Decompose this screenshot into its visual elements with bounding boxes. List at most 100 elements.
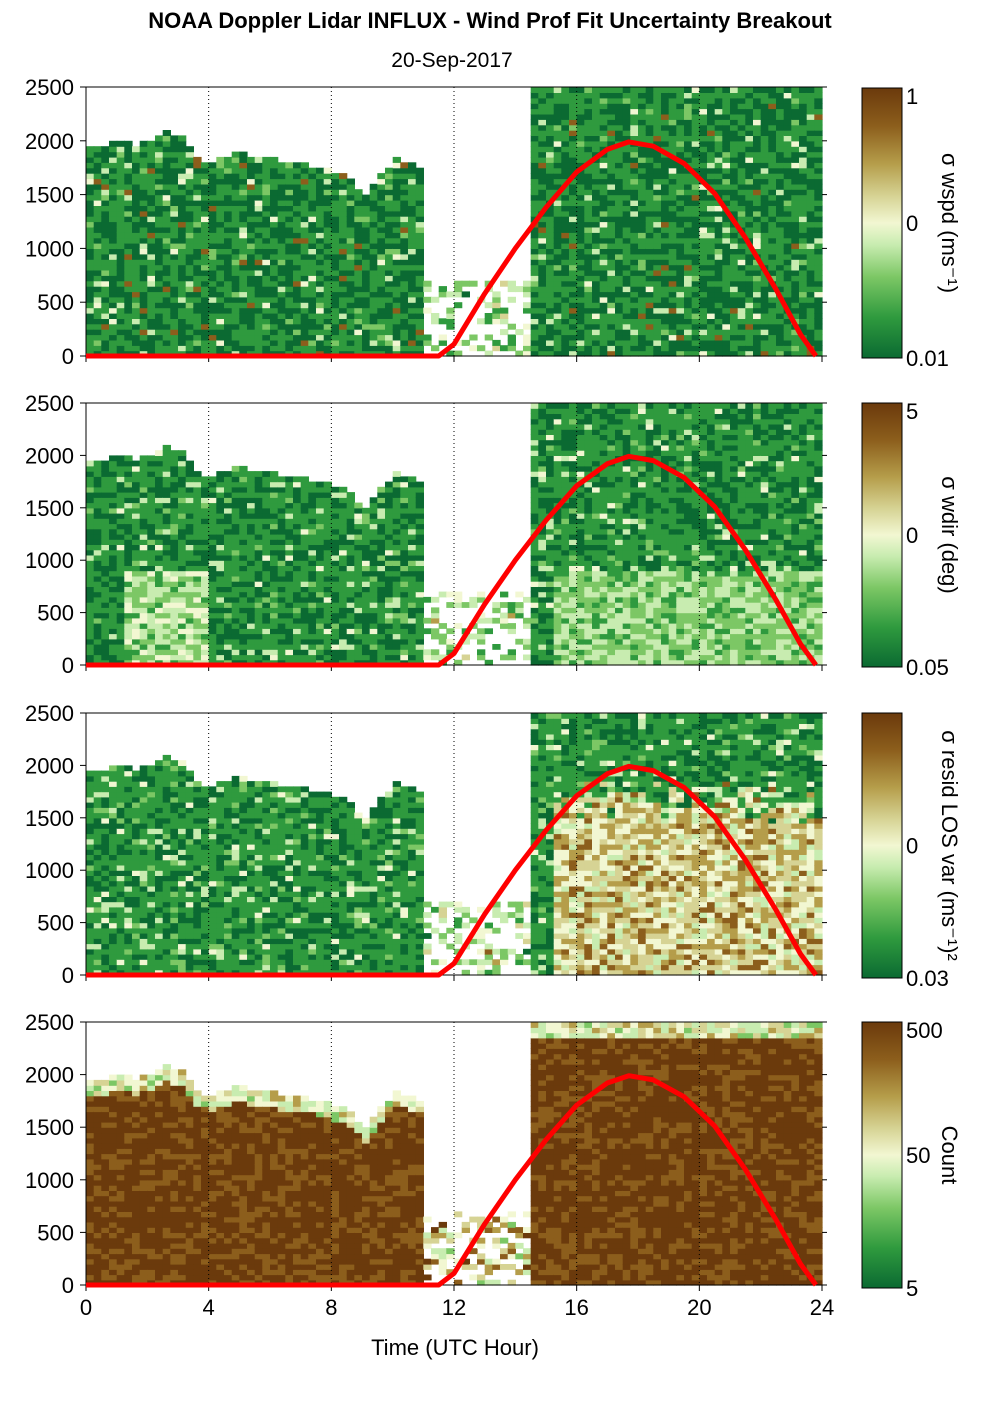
heatmap-cell (86, 539, 95, 545)
heatmap-cell (737, 151, 746, 158)
heatmap-cell (254, 513, 263, 519)
heatmap-cell (162, 591, 171, 598)
heatmap-cell (254, 586, 263, 593)
heatmap-cell (300, 307, 309, 314)
heatmap-cell (354, 205, 363, 212)
heatmap-cell (231, 544, 240, 551)
heatmap-cell (538, 264, 547, 271)
heatmap-cell (638, 334, 647, 341)
heatmap-cell (730, 194, 739, 201)
heatmap-cell (193, 329, 202, 336)
heatmap-cell (408, 194, 417, 201)
heatmap-cell (592, 350, 601, 357)
heatmap-cell (178, 581, 187, 587)
heatmap-cell (139, 291, 148, 298)
heatmap-cell (584, 291, 593, 298)
heatmap-cell (132, 286, 141, 293)
heatmap-cell (193, 549, 202, 556)
heatmap-cell (254, 323, 263, 330)
heatmap-cell (155, 146, 164, 153)
heatmap-cell (377, 259, 386, 266)
heatmap-cell (162, 602, 171, 608)
heatmap-cell (109, 275, 118, 282)
heatmap-cell (300, 581, 309, 587)
heatmap-cell (668, 323, 677, 330)
heatmap-cell (645, 205, 654, 212)
heatmap-cell (208, 555, 217, 561)
heatmap-cell (185, 575, 194, 582)
heatmap-cell (270, 644, 279, 650)
heatmap-cell (239, 497, 248, 504)
heatmap-cell (277, 264, 286, 271)
heatmap-cell (630, 345, 639, 352)
heatmap-cell (162, 565, 171, 572)
heatmap-cell (369, 232, 378, 239)
heatmap-cell (323, 534, 332, 540)
heatmap-cell (699, 146, 708, 153)
heatmap-cell (231, 586, 240, 593)
heatmap-cell (630, 232, 639, 239)
heatmap-cell (323, 612, 332, 619)
heatmap-cell (530, 167, 539, 174)
heatmap-cell (546, 221, 555, 228)
heatmap-cell (561, 189, 570, 196)
heatmap-cell (553, 232, 562, 239)
heatmap-cell (224, 565, 233, 572)
heatmap-cell (714, 183, 723, 190)
heatmap-cell (178, 628, 187, 635)
heatmap-cell (139, 318, 148, 325)
heatmap-cell (814, 226, 823, 233)
heatmap-cell (385, 323, 394, 330)
heatmap-cell (638, 318, 647, 325)
heatmap-cell (745, 307, 754, 314)
heatmap-cell (630, 151, 639, 158)
heatmap-cell (331, 523, 340, 530)
heatmap-cell (270, 581, 279, 587)
heatmap-cell (116, 528, 125, 535)
heatmap-cell (653, 302, 662, 309)
heatmap-cell (630, 97, 639, 104)
heatmap-cell (699, 264, 708, 271)
heatmap-cell (530, 200, 539, 206)
heatmap-cell (676, 313, 685, 319)
heatmap-cell (753, 119, 762, 126)
heatmap-cell (362, 194, 371, 201)
heatmap-cell (592, 313, 601, 319)
heatmap-cell (599, 140, 608, 147)
heatmap-cell (162, 302, 171, 309)
heatmap-cell (293, 607, 302, 614)
heatmap-cell (592, 329, 601, 336)
heatmap-cell (576, 248, 585, 255)
heatmap-cell (714, 243, 723, 249)
heatmap-cell (377, 323, 386, 330)
heatmap-cell (661, 350, 670, 357)
heatmap-cell (277, 528, 286, 535)
heatmap-cell (224, 167, 233, 174)
heatmap-cell (277, 221, 286, 228)
heatmap-cell (93, 555, 102, 561)
heatmap-cell (162, 502, 171, 509)
heatmap-cell (584, 200, 593, 206)
heatmap-cell (293, 560, 302, 566)
heatmap-cell (377, 243, 386, 249)
heatmap-cell (684, 103, 693, 110)
heatmap-cell (139, 633, 148, 640)
heatmap-cell (569, 307, 578, 314)
heatmap-cell (124, 162, 133, 169)
heatmap-cell (224, 502, 233, 509)
heatmap-cell (178, 318, 187, 325)
heatmap-cell (806, 140, 815, 147)
heatmap-cell (162, 518, 171, 525)
heatmap-cell (484, 334, 493, 341)
heatmap-cell (523, 334, 532, 341)
heatmap-cell (193, 581, 202, 587)
heatmap-cell (116, 237, 125, 244)
heatmap-cell (86, 565, 95, 572)
heatmap-cell (362, 334, 371, 341)
heatmap-cell (408, 216, 417, 223)
heatmap-cell (239, 565, 248, 572)
heatmap-cell (745, 269, 754, 276)
heatmap-cell (124, 513, 133, 519)
heatmap-cell (239, 623, 248, 629)
heatmap-cell (277, 534, 286, 540)
